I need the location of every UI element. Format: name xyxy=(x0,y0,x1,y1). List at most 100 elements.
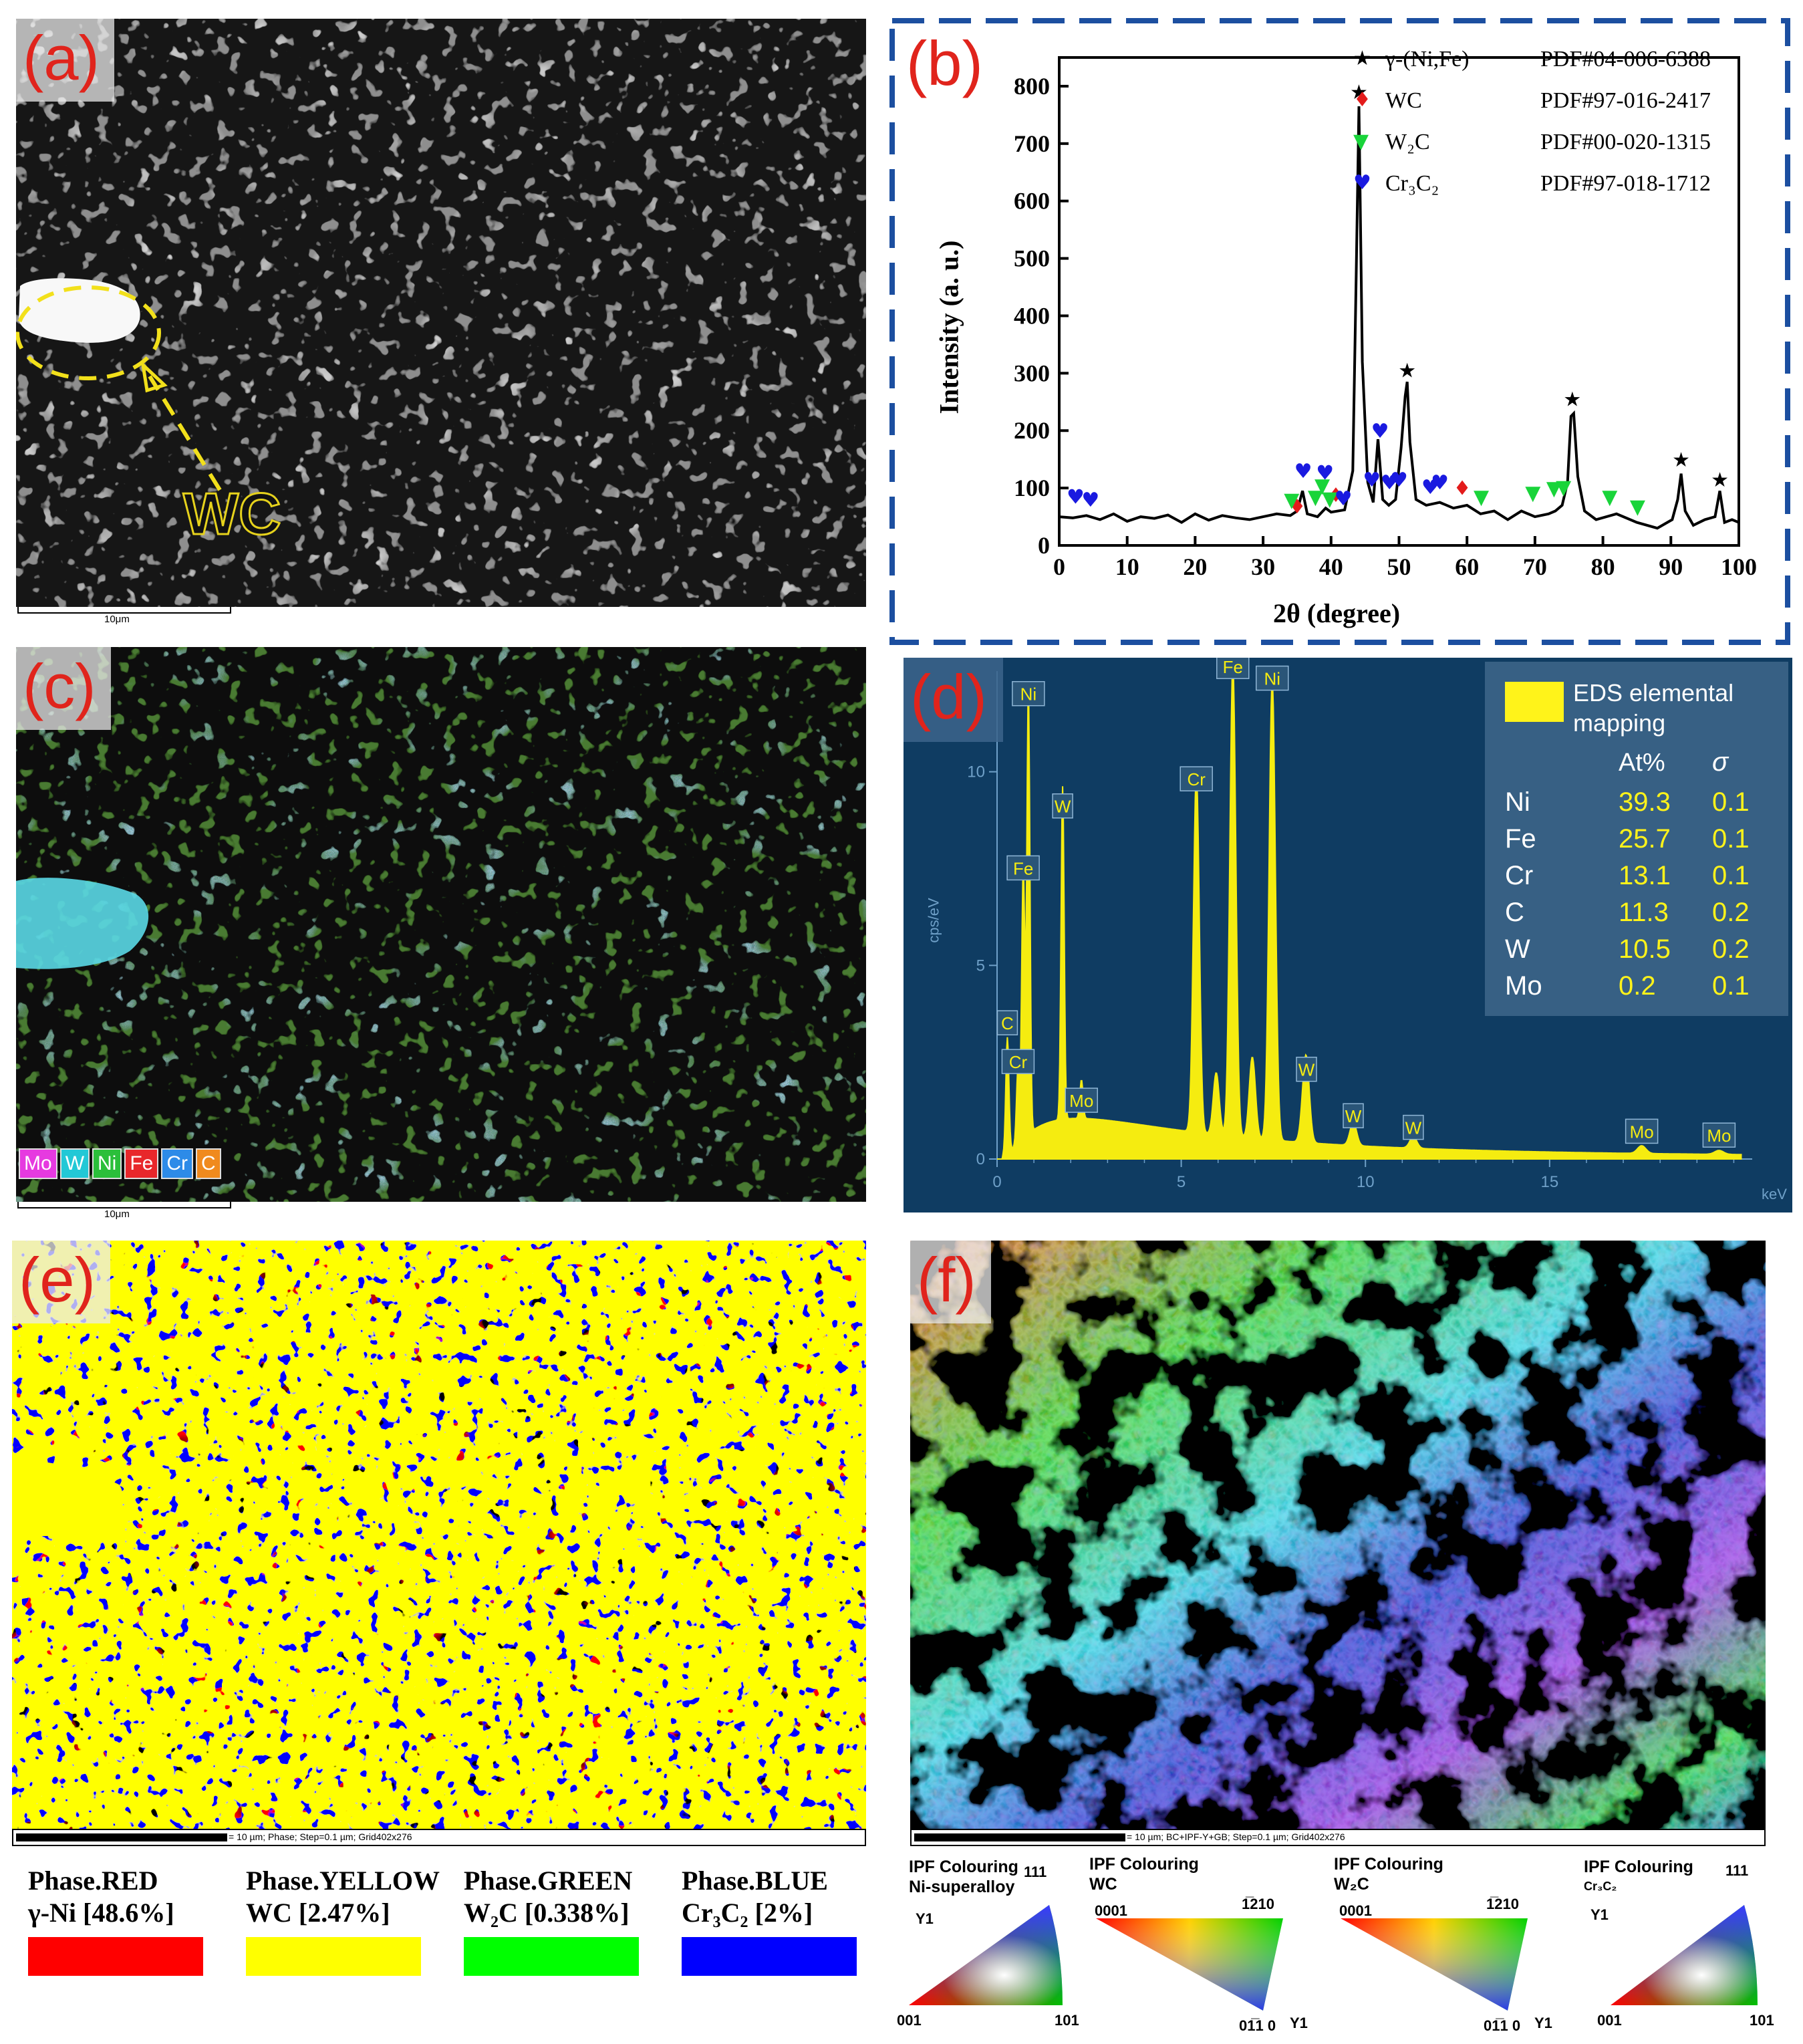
sem-matrix xyxy=(16,19,866,607)
xrd-legend-phase: γ-(Ni,Fe) xyxy=(1385,47,1470,72)
ipf-key-wc-1210: 1̅210 xyxy=(1242,1896,1274,1912)
eds-peak-label-box xyxy=(1216,658,1250,679)
ipf-key-wc-0001: 0001 xyxy=(1095,1902,1127,1919)
ipf-key-cr3c2-axis: Y1 xyxy=(1590,1906,1609,1923)
eds-peak-label-box xyxy=(1343,1103,1364,1128)
eds-peak-label-box xyxy=(1006,855,1040,881)
ipf-key-wc-heading: IPF Colouring xyxy=(1089,1855,1199,1874)
ipf-key-w2c-0001: 0001 xyxy=(1339,1902,1372,1919)
panel-b-label: (b) xyxy=(906,28,983,98)
xrd-legend-phase: Cr₃C₂ xyxy=(1385,171,1439,196)
eds-wc-region xyxy=(16,878,149,969)
xrd-legend-row: ♦ WC PDF#97-016-2417 xyxy=(1353,88,1774,126)
eds-peak-label: Cr xyxy=(1187,769,1206,789)
eds-table-at: 13.1 xyxy=(1619,861,1671,890)
eds-table: EDS elemental mapping At% σ Ni 39.3 0.1 Fe 2… xyxy=(1485,662,1788,1016)
xrd-x-tick-label: 30 xyxy=(1251,553,1275,580)
panel-b: 0 10 20 30 40 50 60 70 80 90 100 0 100 200 300 400 500 60… xyxy=(889,17,1792,646)
ipf-map xyxy=(910,1241,1766,1829)
panel-e: (e) xyxy=(12,1241,866,1829)
ipf-key-ni-001: 001 xyxy=(897,2012,922,2029)
ipf-key-wc-phase: WC xyxy=(1089,1875,1117,1894)
eds-matrix xyxy=(16,647,866,1202)
panel-c: (c) Mo W Ni Fe Cr C xyxy=(16,647,866,1202)
wc-phase-region xyxy=(12,1460,123,1538)
panel-a-scalebar: 10μm xyxy=(17,607,231,626)
phase-legend: Phase.RED γ-Ni [48.6%] Phase.YELLOW WC [2.4… xyxy=(0,1858,882,1992)
eds-overlay-map xyxy=(16,647,866,1202)
ipf-triangle-w2c xyxy=(1341,1918,1528,2011)
xrd-peak-marker: ▼ xyxy=(1525,482,1540,505)
dashed-frame xyxy=(889,18,1790,645)
eds-peak-label-box xyxy=(1702,1122,1736,1148)
xrd-peak-marker: ★ xyxy=(1350,81,1368,104)
xrd-peak-marker: ♥ xyxy=(1381,471,1399,495)
ipf-key-wc-axis: Y1 xyxy=(1290,2015,1308,2031)
eds-x-tick-label: 5 xyxy=(1177,1173,1186,1191)
xrd-peak-marker: ▼ xyxy=(1474,486,1489,509)
element-key-mo: Mo xyxy=(19,1148,57,1179)
eds-table-sigma: 0.2 xyxy=(1712,934,1750,964)
element-key-fe: Fe xyxy=(124,1148,159,1179)
panel-f: (f) xyxy=(910,1241,1766,1829)
eds-table-sigma: 0.1 xyxy=(1712,787,1750,817)
ipf-key-ni: IPF Colouring Ni-superalloy Y1 111 001 1… xyxy=(895,1851,1096,2039)
phase-legend-title: Phase.RED xyxy=(28,1866,158,1896)
element-key-ni: Ni xyxy=(92,1148,122,1179)
element-color-key: Mo W Ni Fe Cr C xyxy=(19,1148,221,1179)
ipf-key-cr3c2-101: 101 xyxy=(1750,2012,1774,2029)
xrd-y-tick-label: 700 xyxy=(1014,130,1050,157)
xrd-peak-marker: ★ xyxy=(1398,360,1416,383)
xrd-peak-marker: ♦ xyxy=(1288,495,1306,519)
xrd-peak-marker: ▼ xyxy=(1602,486,1617,509)
xrd-legend-pdf: PDF#97-016-2417 xyxy=(1540,88,1711,113)
xrd-x-tick-label: 90 xyxy=(1659,553,1683,580)
eds-peak-label: W xyxy=(1055,797,1071,817)
wc-highlight-ellipse xyxy=(16,285,161,380)
xrd-x-tick-label: 20 xyxy=(1183,553,1207,580)
eds-table-sigma: 0.1 xyxy=(1712,824,1750,854)
phase-legend-phase: Cr₃C₂ [2%] xyxy=(682,1898,813,1928)
eds-peak-label: W xyxy=(1405,1118,1422,1138)
xrd-peak-marker: ♦ xyxy=(1453,477,1472,501)
eds-table-el: C xyxy=(1505,898,1524,927)
ipf-triangle-ni xyxy=(909,1905,1063,2005)
xrd-legend-marker: ▼ xyxy=(1353,130,1369,153)
eds-table-sigma: 0.1 xyxy=(1712,971,1750,1001)
xrd-legend-marker: ♥ xyxy=(1353,171,1371,195)
xrd-x-tick-label: 40 xyxy=(1319,553,1343,580)
xrd-peak-marker: ♥ xyxy=(1431,471,1449,495)
xrd-x-tick-label: 70 xyxy=(1523,553,1547,580)
ipf-key-ni-111: 111 xyxy=(1024,1864,1047,1880)
phase-legend-title: Phase.YELLOW xyxy=(246,1866,440,1896)
ipf-key-wc-0110: 01̅1 0 xyxy=(1239,2017,1276,2034)
sem-micrograph xyxy=(16,19,866,607)
xrd-peak-marker: ♥ xyxy=(1294,460,1312,483)
xrd-legend-row: ★ γ-(Ni,Fe) PDF#04-006-6388 xyxy=(1353,47,1774,84)
ipf-key-ni-heading: IPF Colouring xyxy=(909,1858,1018,1876)
eds-table-el: W xyxy=(1505,934,1530,964)
panel-d-label: (d) xyxy=(904,658,1003,742)
eds-y-unit: cps/eV xyxy=(925,898,942,943)
element-key-cr: Cr xyxy=(161,1148,194,1179)
xrd-x-tick-label: 50 xyxy=(1387,553,1411,580)
xrd-legend-marker: ♦ xyxy=(1353,88,1371,112)
xrd-peak-marker: ▼ xyxy=(1284,489,1299,512)
xrd-y-tick-label: 500 xyxy=(1014,245,1050,272)
eds-peak-label-box xyxy=(1256,665,1289,691)
xrd-pattern-line xyxy=(1059,106,1740,530)
phase-map xyxy=(12,1241,866,1829)
panel-c-scalebar: 10μm xyxy=(17,1202,231,1221)
xrd-peak-marker: ▼ xyxy=(1314,474,1330,497)
eds-table-at: 39.3 xyxy=(1619,787,1671,817)
xrd-peak-marker: ▼ xyxy=(1322,487,1337,511)
xrd-y-tick-label: 800 xyxy=(1014,73,1050,100)
eds-table-sigma: 0.2 xyxy=(1712,898,1750,927)
xrd-chart: 0 10 20 30 40 50 60 70 80 90 100 0 100 200 300 400 500 60… xyxy=(889,18,1790,645)
panel-c-scalebar-label: 10μm xyxy=(104,1208,130,1220)
xrd-peak-marker: ♦ xyxy=(1327,484,1345,507)
wc-arrow-head xyxy=(140,360,168,393)
panel-e-scalebar: = 10 µm; Phase; Step=0.1 µm; Grid402x276 xyxy=(12,1829,866,1846)
gamma-ni-phase xyxy=(12,1241,866,1829)
panel-a-scalebar-label: 10μm xyxy=(104,614,130,625)
